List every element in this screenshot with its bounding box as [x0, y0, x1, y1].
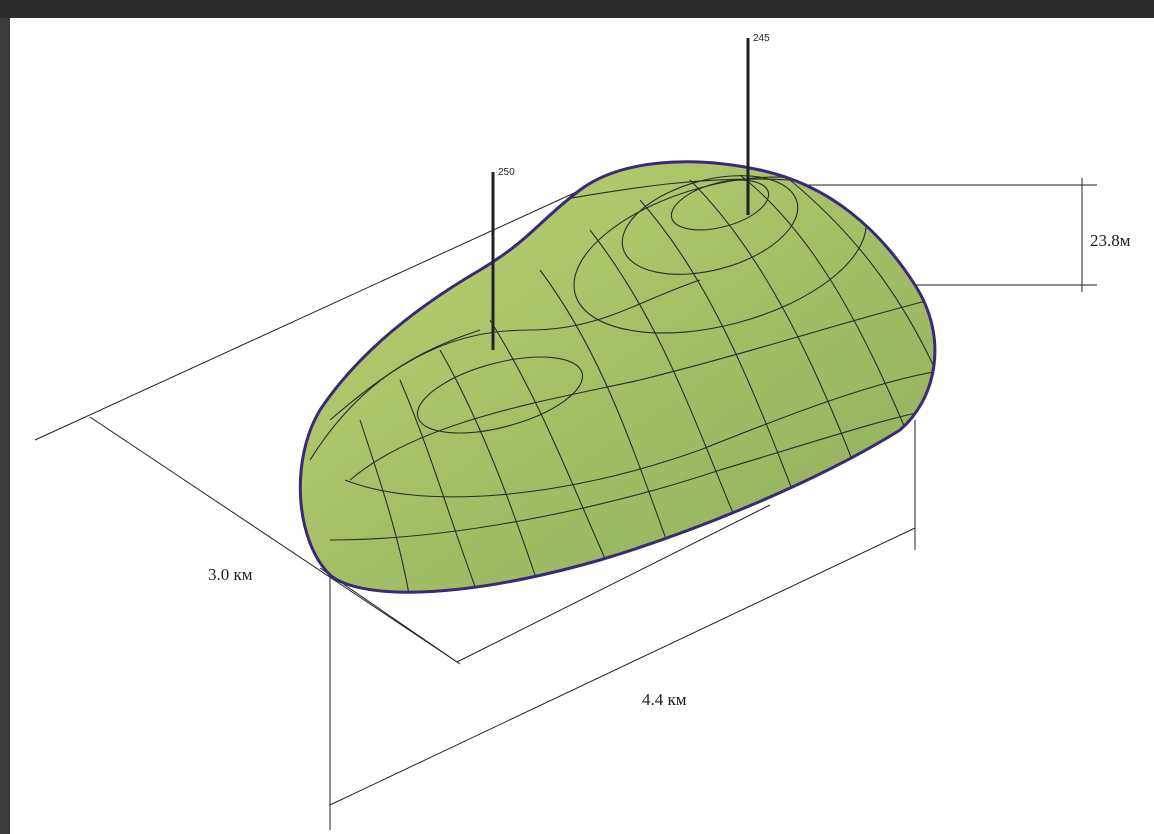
width-label: 3.0 км [208, 565, 253, 584]
terrain [298, 160, 937, 594]
frame-left [0, 18, 10, 834]
markers: 250 245 [491, 33, 770, 350]
length-label: 4.4 км [642, 690, 687, 709]
height-label: 23.8м [1090, 231, 1131, 250]
marker-label: 250 [498, 167, 515, 178]
marker-label: 245 [753, 33, 770, 44]
